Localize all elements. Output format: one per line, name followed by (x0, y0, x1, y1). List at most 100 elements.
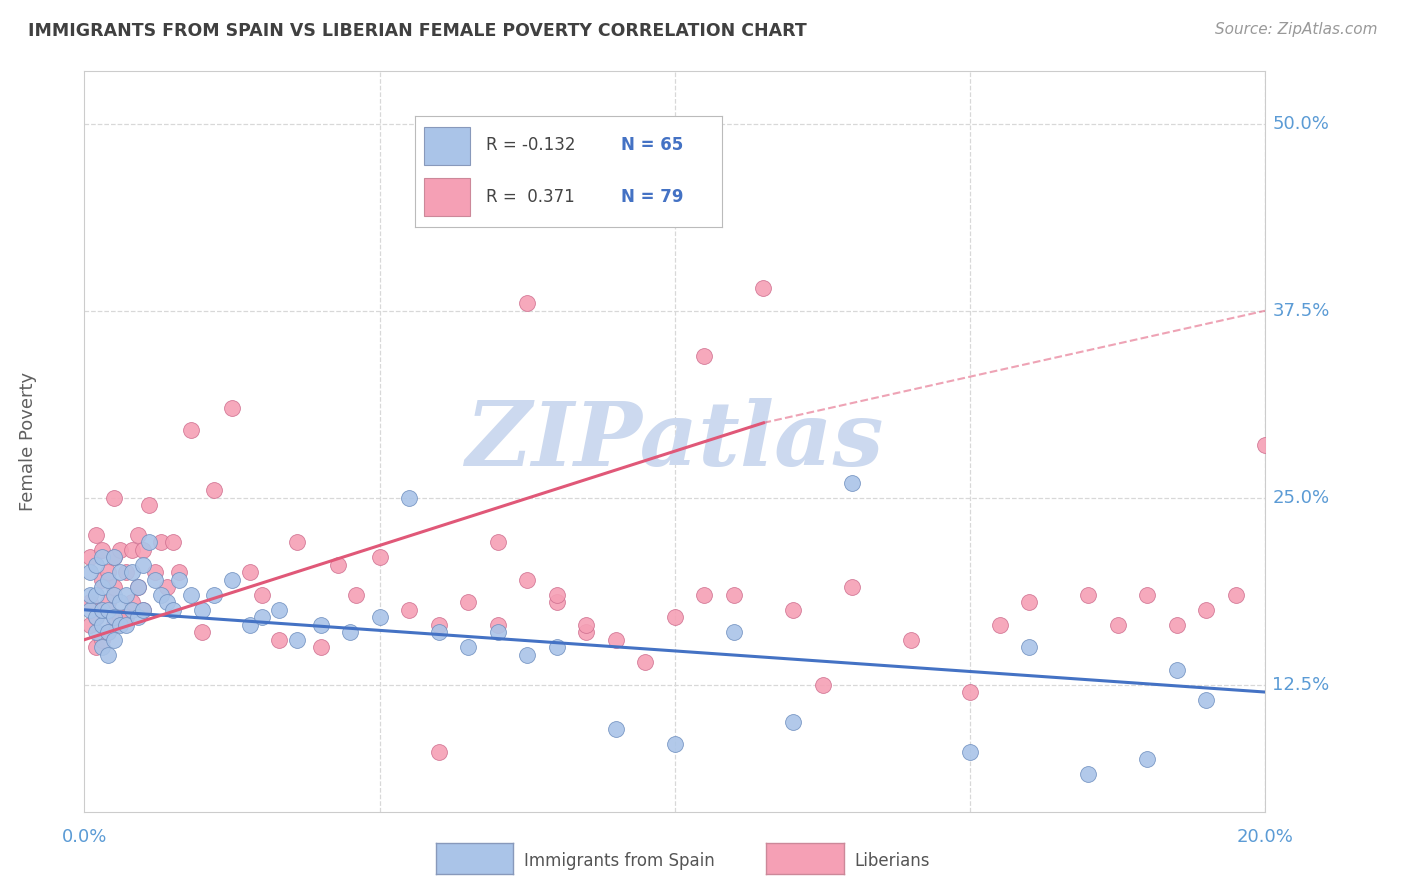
Point (959, 745, 981, 759)
Point (398, 491, 420, 505)
Point (114, 617, 136, 632)
Point (516, 296, 538, 310)
Point (108, 543, 131, 558)
Point (988, 617, 1011, 632)
Point (150, 535, 173, 549)
Point (121, 595, 143, 609)
Point (79, 588, 101, 602)
Point (91, 550, 114, 565)
Point (328, 558, 350, 572)
Point (91, 617, 114, 632)
Point (103, 580, 125, 594)
Point (1166, 663, 1188, 677)
Point (269, 603, 291, 617)
Point (127, 610, 149, 624)
Point (132, 543, 155, 558)
Point (1166, 617, 1188, 632)
Point (162, 535, 184, 549)
Point (841, 580, 863, 594)
Point (156, 580, 179, 594)
Point (84, 528, 107, 542)
Point (239, 617, 262, 632)
Point (121, 566, 143, 580)
Text: 20.0%: 20.0% (1237, 828, 1294, 846)
Point (634, 655, 657, 669)
Point (143, 566, 166, 580)
Point (97, 625, 120, 640)
Point (339, 625, 361, 640)
Point (79, 550, 101, 565)
Point (546, 640, 568, 655)
Text: R =  0.371: R = 0.371 (485, 188, 575, 206)
Point (427, 625, 450, 640)
Text: N = 65: N = 65 (621, 136, 683, 153)
Point (841, 475, 863, 490)
Point (1077, 767, 1099, 781)
Point (108, 617, 131, 632)
Point (91, 632, 114, 647)
Point (108, 566, 131, 580)
Text: 12.5%: 12.5% (1272, 675, 1330, 694)
Point (285, 535, 308, 549)
Text: R = -0.132: R = -0.132 (485, 136, 575, 153)
Point (97, 603, 120, 617)
Point (546, 588, 568, 602)
Point (97, 625, 120, 640)
Point (427, 745, 450, 759)
Bar (425, 178, 471, 216)
Point (180, 423, 202, 437)
Point (103, 550, 125, 565)
Point (693, 588, 716, 602)
Point (114, 610, 136, 624)
Point (723, 625, 745, 640)
Point (605, 723, 627, 737)
Point (138, 535, 160, 549)
Point (457, 640, 479, 655)
Text: 37.5%: 37.5% (1272, 301, 1330, 319)
Point (132, 603, 155, 617)
Text: ZIPatlas: ZIPatlas (467, 399, 883, 484)
Text: 0.0%: 0.0% (62, 828, 107, 846)
Point (84, 610, 107, 624)
Text: Immigrants from Spain: Immigrants from Spain (524, 852, 716, 870)
Point (84, 625, 107, 640)
Point (97, 566, 120, 580)
Text: IMMIGRANTS FROM SPAIN VS LIBERIAN FEMALE POVERTY CORRELATION CHART: IMMIGRANTS FROM SPAIN VS LIBERIAN FEMALE… (28, 22, 807, 40)
Point (1018, 595, 1040, 609)
Point (309, 640, 332, 655)
Point (664, 738, 686, 752)
Point (239, 566, 262, 580)
Point (127, 528, 149, 542)
Point (959, 685, 981, 699)
Point (91, 580, 114, 594)
Text: 50.0%: 50.0% (1272, 115, 1329, 133)
Point (285, 632, 308, 647)
Point (91, 573, 114, 587)
Point (1225, 588, 1247, 602)
Point (79, 603, 101, 617)
Point (1018, 640, 1040, 655)
Point (1107, 617, 1129, 632)
Point (368, 550, 391, 565)
Point (132, 603, 155, 617)
Point (103, 550, 125, 565)
Point (138, 498, 160, 512)
Point (1136, 752, 1159, 766)
Point (127, 580, 149, 594)
Point (269, 632, 291, 647)
Point (114, 588, 136, 602)
Point (156, 595, 179, 609)
Point (103, 610, 125, 624)
Point (91, 603, 114, 617)
Point (1077, 588, 1099, 602)
Point (575, 617, 598, 632)
Point (180, 588, 202, 602)
Point (368, 610, 391, 624)
Point (605, 632, 627, 647)
Point (1136, 588, 1159, 602)
Text: N = 79: N = 79 (621, 188, 683, 206)
Point (103, 617, 125, 632)
Point (427, 617, 450, 632)
Point (398, 603, 420, 617)
Point (546, 595, 568, 609)
